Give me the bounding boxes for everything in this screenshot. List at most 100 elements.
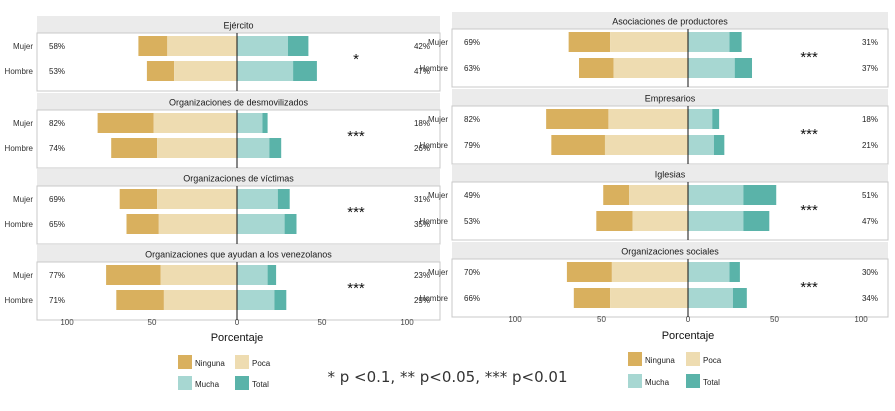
bar-total xyxy=(734,58,753,78)
facet-strip xyxy=(452,165,888,182)
negative-percent-label: 49% xyxy=(464,191,480,200)
positive-percent-label: 30% xyxy=(862,268,878,277)
x-tick-label: 100 xyxy=(400,318,414,327)
chart-column-2: Asociaciones de productores Mujer 69% 31% Ho… xyxy=(420,12,889,388)
bar-mucha xyxy=(237,138,270,158)
negative-percent-label: 53% xyxy=(464,217,480,226)
bar-poca xyxy=(610,288,688,308)
legend-swatch-ninguna xyxy=(178,355,192,369)
bar-mucha xyxy=(688,288,733,308)
facet-strip xyxy=(452,242,888,259)
legend-label-ninguna: Ninguna xyxy=(195,359,225,368)
bar-mucha xyxy=(688,211,744,231)
facet-title: Iglesias xyxy=(655,170,686,180)
negative-percent-label: 69% xyxy=(464,38,480,47)
row-group-label: Mujer xyxy=(13,42,33,51)
bar-poca xyxy=(613,58,688,78)
bar-ninguna xyxy=(568,32,611,52)
facet-panel: Iglesias Mujer 49% 51% Hombre 53% 47% *** xyxy=(420,165,889,241)
positive-percent-label: 23% xyxy=(414,271,430,280)
bar-poca xyxy=(629,185,688,205)
bar-poca xyxy=(604,135,688,155)
bar-total xyxy=(713,135,725,155)
bar-ninguna xyxy=(126,214,159,234)
bar-total xyxy=(284,214,297,234)
x-axis-title: Porcentaje xyxy=(662,330,715,342)
facet-title: Organizaciones de desmovilizados xyxy=(169,98,309,108)
negative-percent-label: 82% xyxy=(464,115,480,124)
x-tick-label: 100 xyxy=(508,315,522,324)
bar-total xyxy=(274,290,287,310)
bar-ninguna xyxy=(596,211,633,231)
bar-poca xyxy=(632,211,688,231)
facet-title: Ejército xyxy=(223,21,253,31)
negative-percent-label: 53% xyxy=(49,67,65,76)
x-tick-label: 50 xyxy=(148,318,157,327)
legend-label-total: Total xyxy=(252,380,269,389)
x-tick-label: 50 xyxy=(597,315,606,324)
bar-poca xyxy=(608,109,688,129)
bar-total xyxy=(729,262,740,282)
row-group-label: Hombre xyxy=(5,296,34,305)
bar-ninguna xyxy=(97,113,154,133)
bar-mucha xyxy=(237,113,263,133)
facet-title: Organizaciones que ayudan a los venezola… xyxy=(145,250,332,260)
row-group-label: Hombre xyxy=(5,220,34,229)
significance-stars: *** xyxy=(800,279,818,296)
bar-total xyxy=(269,138,282,158)
legend-label-mucha: Mucha xyxy=(195,380,220,389)
bar-poca xyxy=(163,290,237,310)
negative-percent-label: 71% xyxy=(49,296,65,305)
significance-stars: *** xyxy=(347,280,365,297)
facet-title: Organizaciones de víctimas xyxy=(183,174,294,184)
bar-mucha xyxy=(237,189,278,209)
bar-mucha xyxy=(237,61,294,81)
bar-total xyxy=(712,109,720,129)
bar-ninguna xyxy=(551,135,605,155)
negative-percent-label: 58% xyxy=(49,42,65,51)
facet-panel: Asociaciones de productores Mujer 69% 31% Ho… xyxy=(420,12,889,88)
negative-percent-label: 82% xyxy=(49,119,65,128)
legend: Ninguna Poca Mucha Total xyxy=(178,355,271,390)
positive-percent-label: 18% xyxy=(862,115,878,124)
positive-percent-label: 21% xyxy=(862,141,878,150)
row-group-label: Mujer xyxy=(428,191,448,200)
legend-swatch-ninguna xyxy=(628,352,642,366)
facet-strip xyxy=(37,169,440,186)
bar-mucha xyxy=(688,109,713,129)
facet-panel: Organizaciones sociales Mujer 70% 30% Hombre… xyxy=(420,242,889,318)
negative-percent-label: 63% xyxy=(464,64,480,73)
facet-strip xyxy=(452,89,888,106)
bar-ninguna xyxy=(146,61,175,81)
positive-percent-label: 37% xyxy=(862,64,878,73)
positive-percent-label: 18% xyxy=(414,119,430,128)
bar-poca xyxy=(167,36,237,56)
row-group-label: Mujer xyxy=(13,195,33,204)
positive-percent-label: 51% xyxy=(862,191,878,200)
bar-ninguna xyxy=(566,262,612,282)
bar-poca xyxy=(153,113,237,133)
bar-mucha xyxy=(237,265,268,285)
bar-mucha xyxy=(688,262,730,282)
bar-ninguna xyxy=(138,36,168,56)
legend-label-mucha: Mucha xyxy=(645,378,670,387)
x-tick-label: 50 xyxy=(318,318,327,327)
significance-stars: *** xyxy=(800,126,818,143)
bar-total xyxy=(267,265,277,285)
significance-stars: *** xyxy=(347,204,365,221)
facet-title: Empresarios xyxy=(645,94,696,104)
bar-total xyxy=(262,113,268,133)
facet-title: Organizaciones sociales xyxy=(621,247,719,257)
facet-strip xyxy=(37,245,440,262)
bar-mucha xyxy=(237,290,275,310)
row-group-label: Hombre xyxy=(420,217,449,226)
bar-total xyxy=(293,61,317,81)
facet-title: Asociaciones de productores xyxy=(612,17,728,27)
bar-total xyxy=(743,185,777,205)
legend: Ninguna Poca Mucha Total xyxy=(628,352,722,388)
bar-ninguna xyxy=(579,58,614,78)
bar-total xyxy=(277,189,290,209)
facet-strip xyxy=(37,16,440,33)
facet-panel: Empresarios Mujer 82% 18% Hombre 79% 21% *** xyxy=(420,89,889,165)
